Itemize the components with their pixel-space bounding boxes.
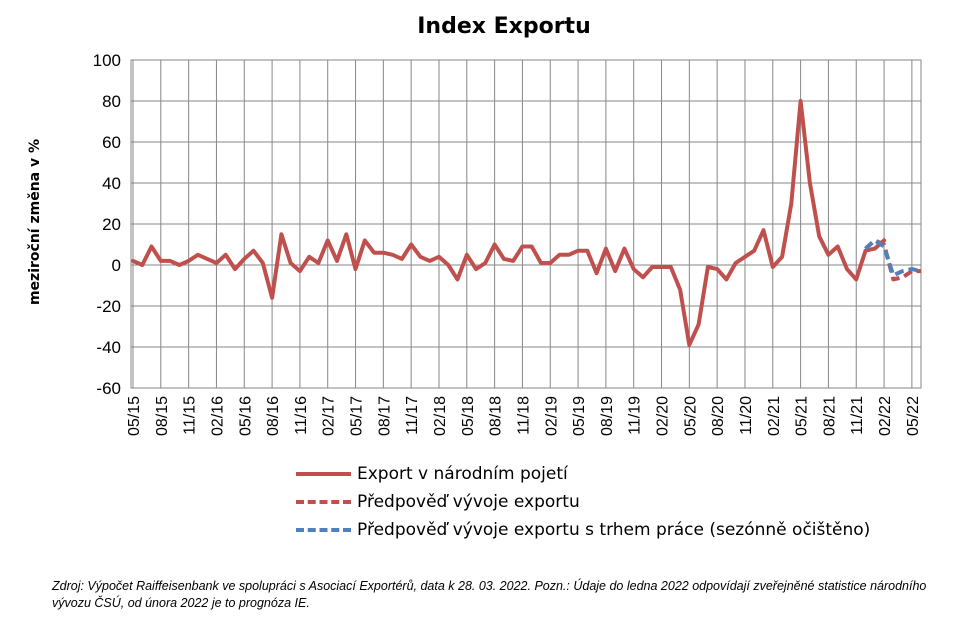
source-note: Zdroj: Výpočet Raiffeisenbank ve spolupr… xyxy=(52,579,927,610)
x-tick-label: 02/22 xyxy=(877,396,894,436)
x-tick-label: 05/22 xyxy=(905,396,922,436)
x-tick-label: 11/15 xyxy=(182,396,199,435)
chart: Index Exportu meziroční změna v % 100 80 6… xyxy=(27,14,922,544)
x-tick-label: 02/16 xyxy=(209,396,226,436)
chart-title: Index Exportu xyxy=(417,14,591,39)
legend-label-export: Export v národním pojetí xyxy=(357,464,568,484)
legend-swatch-forecast xyxy=(296,500,351,504)
y-tick-label: 20 xyxy=(102,215,121,234)
x-tick-label: 11/18 xyxy=(515,396,532,435)
x-tick-label: 08/15 xyxy=(154,396,171,436)
x-tick-label: 05/18 xyxy=(460,396,477,436)
x-tick-label: 08/19 xyxy=(599,396,616,436)
y-tick-label: -40 xyxy=(96,338,121,357)
x-tick-label: 08/18 xyxy=(488,396,505,436)
legend-label-forecast: Předpověď vývoje exportu xyxy=(357,492,580,512)
x-tick-label: 08/20 xyxy=(710,396,727,436)
legend-label-forecast-labour: Předpověď vývoje exportu s trhem práce (… xyxy=(357,520,871,540)
plot-area: 100 80 60 40 20 0 -20 -40 -60 05/15 08/15 11/15 02/1… xyxy=(93,51,922,436)
x-tick-label: 05/19 xyxy=(571,396,588,436)
x-tick-label: 11/21 xyxy=(849,396,866,435)
legend-swatch-export xyxy=(296,472,351,476)
plot-frame xyxy=(130,59,922,389)
y-tick-label: 60 xyxy=(102,133,121,152)
y-tick-label: 0 xyxy=(112,256,121,275)
x-tick-label: 05/15 xyxy=(126,396,143,436)
series-line-2 xyxy=(864,238,922,278)
x-tick-label: 11/17 xyxy=(404,396,421,435)
legend-item-forecast-labour: Předpověď vývoje exportu s trhem práce (… xyxy=(296,516,870,544)
x-tick-label: 02/21 xyxy=(766,396,783,436)
x-tick-label: 08/17 xyxy=(376,396,393,436)
legend-item-forecast: Předpověď vývoje exportu xyxy=(296,488,870,516)
y-tick-label: 100 xyxy=(93,51,121,70)
x-tick-label: 05/20 xyxy=(682,396,699,436)
y-tick-label: -20 xyxy=(96,297,121,316)
x-tick-label: 11/19 xyxy=(627,396,644,435)
x-tick-label: 08/21 xyxy=(821,396,838,436)
x-tick-label: 11/20 xyxy=(738,396,755,435)
x-tick-label: 02/18 xyxy=(432,396,449,436)
series-line-1 xyxy=(864,238,922,282)
y-tick-label: 80 xyxy=(102,92,121,111)
x-tick-label: 02/19 xyxy=(543,396,560,436)
x-tick-label: 02/20 xyxy=(655,396,672,436)
legend-swatch-forecast-labour xyxy=(296,528,351,532)
y-tick-label: -60 xyxy=(96,379,121,398)
legend: Export v národním pojetí Předpověď vývoj… xyxy=(296,460,870,544)
legend-item-export: Export v národním pojetí xyxy=(296,460,870,488)
series-line-0 xyxy=(131,99,887,347)
x-tick-label: 11/16 xyxy=(293,396,310,435)
x-tick-label: 02/17 xyxy=(321,396,338,436)
y-tick-label: 40 xyxy=(102,174,121,193)
x-tick-label: 05/16 xyxy=(237,396,254,436)
x-tick-label: 05/17 xyxy=(349,396,366,436)
x-tick-label: 05/21 xyxy=(794,396,811,436)
x-tick-label: 08/16 xyxy=(265,396,282,436)
